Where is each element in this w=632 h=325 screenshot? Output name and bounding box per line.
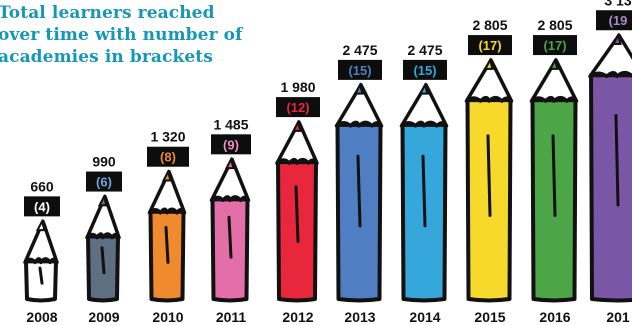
pencil-group: (17) 2 805 2015	[464, 17, 514, 325]
academies-label-box	[596, 10, 632, 31]
pencil-body	[589, 73, 632, 303]
learners-value-label: 1 485	[213, 116, 248, 132]
pencil-tip	[529, 58, 579, 103]
academies-label: (15)	[348, 63, 371, 78]
academies-label-box	[147, 146, 189, 167]
pencil-tip	[209, 157, 251, 203]
pencil-group: (17) 2 805 2016	[529, 17, 579, 325]
academies-label-box	[276, 97, 320, 118]
learners-value-label: 2 475	[342, 42, 377, 58]
academies-label-box	[86, 171, 122, 192]
year-tick-label: 201	[606, 309, 630, 325]
learners-value-label: 2 805	[537, 17, 572, 33]
pencil-group: (8) 1 320 2010	[147, 129, 189, 325]
year-tick-label: 2014	[409, 309, 440, 325]
academies-label-box	[24, 196, 60, 217]
learners-value-label: 3 13	[604, 0, 631, 8]
pencil-lead	[483, 57, 494, 70]
learners-value-label: 660	[30, 178, 54, 194]
pencil-group: (9) 1 485 2011	[209, 116, 251, 325]
year-tick-label: 2013	[344, 309, 375, 325]
academies-label: (17)	[478, 38, 501, 53]
pencil-shading-line	[38, 266, 44, 285]
learners-value-label: 2 475	[407, 42, 442, 58]
pencil-lead	[353, 82, 364, 95]
pencil-group: (12) 1 980 2012	[275, 79, 320, 325]
pencil-lead	[418, 82, 429, 95]
academies-label: (12)	[286, 100, 309, 115]
pencil-group: (6) 990 2009	[85, 154, 122, 325]
pencil-group: (15) 2 475 2013	[334, 42, 384, 325]
pencil-lead	[548, 57, 559, 70]
pencil-group: (15) 2 475 2014	[399, 42, 449, 325]
year-tick-label: 2015	[474, 309, 505, 325]
year-tick-label: 2016	[539, 309, 570, 325]
academies-label-box	[338, 59, 382, 80]
year-tick-label: 2011	[216, 309, 247, 325]
pencil-tip	[399, 83, 449, 128]
pencil-lead	[161, 169, 172, 182]
pencil-shading-line	[294, 185, 300, 244]
pencil-shading-line	[614, 114, 620, 207]
learners-value-label: 1 980	[280, 79, 315, 95]
learners-value-label: 990	[92, 154, 116, 170]
pencil-shading-line	[100, 246, 106, 275]
pencil-lead	[97, 193, 108, 207]
pencil-lead	[611, 32, 622, 46]
academies-label: (8)	[160, 150, 176, 165]
pencil-lead	[35, 218, 46, 232]
pencil-tip	[464, 58, 514, 103]
pencil-tip	[85, 194, 121, 240]
chart-title: Total learners reached over time with nu…	[0, 3, 243, 67]
pencil-shading-line	[421, 154, 427, 228]
academies-label: (9)	[223, 137, 239, 152]
academies-label-box	[403, 59, 447, 80]
year-tick-label: 2010	[152, 309, 183, 325]
pencil-shading-line	[164, 225, 170, 264]
learners-value-label: 2 805	[472, 17, 507, 33]
pencil-shading-line	[486, 134, 492, 217]
year-tick-label: 2008	[26, 309, 57, 325]
pencil-tip	[23, 219, 59, 265]
academies-label-box	[211, 134, 251, 155]
pencil-shading-line	[551, 134, 557, 217]
academies-label: (15)	[413, 63, 436, 78]
pencil-group: (4) 660 2008	[23, 178, 60, 325]
pencil-tip	[588, 33, 632, 78]
academies-label: (19	[609, 13, 628, 28]
pencil-shading-line	[356, 154, 362, 228]
pencil-tip	[334, 83, 384, 128]
year-tick-label: 2009	[88, 309, 119, 325]
pencil-group: (19 3 13 201	[588, 0, 632, 325]
year-tick-label: 2012	[282, 309, 313, 325]
academies-label-box	[533, 35, 577, 56]
pencil-lead	[291, 119, 302, 132]
pencil-tip	[275, 120, 319, 165]
academies-label: (17)	[543, 38, 566, 53]
pencil-shading-line	[227, 215, 233, 259]
academies-label-box	[468, 35, 512, 56]
pencil-lead	[224, 156, 235, 170]
pencil-tip	[147, 169, 187, 215]
academies-label: (4)	[34, 199, 50, 214]
academies-label: (6)	[96, 175, 112, 190]
learners-value-label: 1 320	[150, 129, 185, 145]
